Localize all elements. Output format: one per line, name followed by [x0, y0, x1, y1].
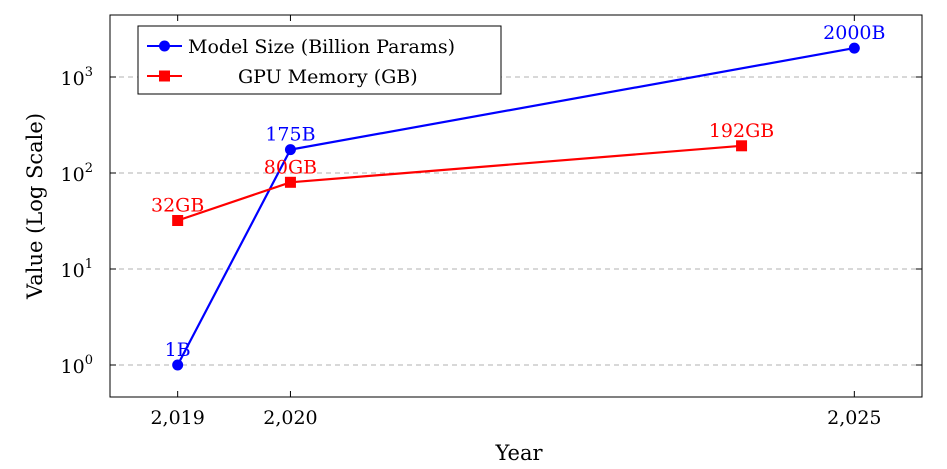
y-tick-label: 101 — [61, 257, 93, 282]
data-point-model-size — [284, 144, 296, 156]
legend: Model Size (Billion Params) GPU Memory (… — [137, 25, 502, 95]
plot-area-frame — [109, 14, 923, 398]
legend-box — [137, 25, 502, 95]
y-axis-title: Value (Log Scale) — [23, 113, 47, 300]
data-point-gpu-memory — [172, 215, 184, 227]
grid-lines — [110, 76, 922, 366]
y-tick-label: 103 — [61, 65, 93, 90]
x-tick-label: 2,025 — [827, 407, 881, 429]
series-layer — [172, 42, 860, 371]
data-label: 2000B — [823, 22, 885, 44]
data-point-model-size — [848, 42, 860, 54]
data-label: 175B — [265, 124, 315, 146]
legend-marker-gpu-memory — [159, 70, 170, 82]
data-label: 80GB — [264, 156, 317, 178]
x-axis-title: Year — [494, 441, 543, 465]
legend-label-model-size: Model Size (Billion Params) — [188, 36, 455, 58]
axis-ticks: 100 101 102 103 2,019 2,020 2,025 — [61, 15, 922, 429]
y-tick-label: 100 — [61, 353, 93, 378]
x-tick-label: 2,020 — [263, 407, 317, 429]
data-label: 192GB — [709, 120, 774, 142]
series-line-model-size — [176, 47, 855, 366]
data-point-gpu-memory — [736, 140, 748, 152]
legend-marker-model-size — [159, 40, 170, 52]
data-label: 1B — [165, 339, 191, 361]
data-label: 32GB — [151, 195, 204, 217]
legend-label-gpu-memory: GPU Memory (GB) — [238, 66, 418, 88]
series-line-gpu-memory — [177, 144, 742, 222]
y-tick-label: 102 — [61, 161, 93, 186]
x-tick-label: 2,019 — [150, 407, 204, 429]
data-labels: 1B 175B 2000B 32GB 80GB 192GB — [151, 22, 885, 361]
data-point-model-size — [172, 359, 184, 371]
data-point-gpu-memory — [284, 176, 296, 188]
